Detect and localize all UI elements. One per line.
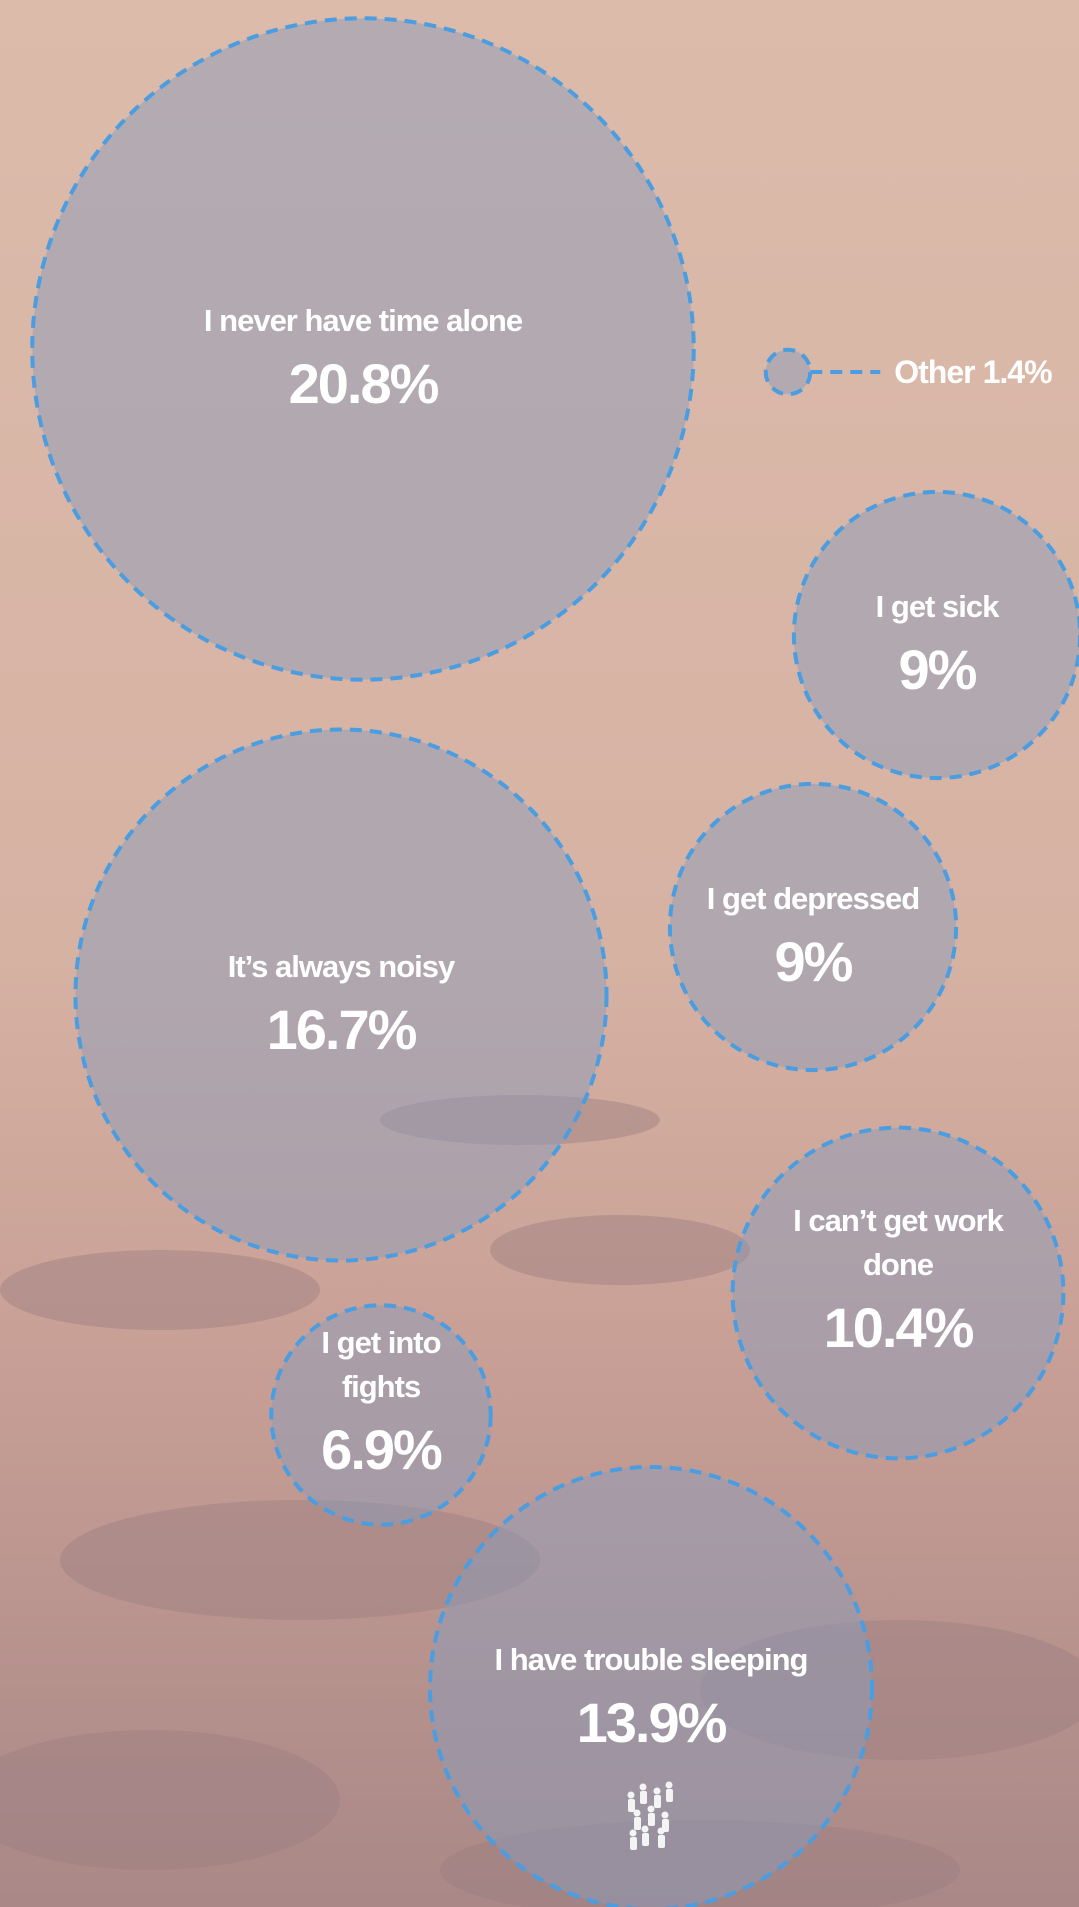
icon-head — [634, 1810, 641, 1817]
chart: I never have time alone 20.8% Other1.4% I g… — [0, 0, 1079, 1907]
value-label: 10.4% — [824, 1296, 974, 1359]
icon-body — [666, 1789, 673, 1802]
icon-body — [642, 1833, 649, 1846]
bubble — [670, 784, 956, 1070]
bubble — [430, 1467, 872, 1907]
category-label: It’s always noisy — [228, 949, 456, 984]
icon-head — [630, 1830, 637, 1837]
icon-head — [640, 1784, 647, 1791]
icon-head — [648, 1806, 655, 1813]
category-label: Other — [894, 354, 975, 390]
icon-head — [628, 1792, 635, 1799]
value-label: 13.9% — [577, 1691, 727, 1754]
value-label: 16.7% — [267, 998, 417, 1061]
value-label: 1.4% — [983, 354, 1052, 390]
bubble — [794, 492, 1079, 778]
icon-body — [634, 1817, 641, 1830]
bubble — [733, 1128, 1064, 1459]
value-label: 6.9% — [321, 1418, 442, 1481]
category-label: I have trouble sleeping — [495, 1642, 808, 1677]
value-label: 9% — [775, 930, 853, 993]
value-label: 9% — [899, 638, 977, 701]
bubble — [766, 350, 811, 395]
value-label: 20.8% — [289, 352, 439, 415]
icon-head — [662, 1812, 669, 1819]
icon-head — [654, 1788, 661, 1795]
icon-head — [666, 1782, 673, 1789]
bubble — [75, 729, 606, 1260]
category-label: I get sick — [876, 589, 1000, 624]
bubble — [32, 18, 693, 679]
icon-body — [630, 1837, 637, 1850]
icon-head — [642, 1826, 649, 1833]
icon-body — [648, 1813, 655, 1826]
icon-body — [654, 1795, 661, 1808]
icon-body — [628, 1799, 635, 1812]
icon-body — [658, 1835, 665, 1848]
icon-body — [640, 1791, 647, 1804]
icon-head — [658, 1828, 665, 1835]
category-label: I get depressed — [707, 881, 919, 916]
category-label: I never have time alone — [204, 303, 523, 338]
